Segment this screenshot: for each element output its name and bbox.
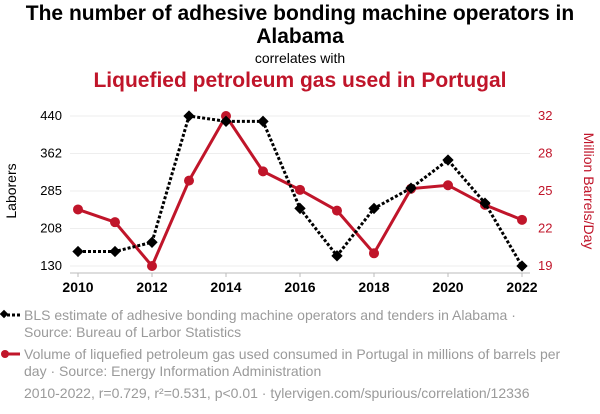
data-point-operators — [183, 110, 195, 122]
x-tick-label: 2018 — [358, 279, 389, 295]
y-tick-right: 19 — [538, 258, 552, 273]
legend-label-2: Volume of liquefied petroleum gas used c… — [24, 346, 561, 379]
data-point-operators — [72, 245, 84, 258]
data-point-operators — [331, 250, 343, 262]
data-point-lpg — [332, 205, 342, 216]
y-tick-right: 25 — [538, 183, 552, 198]
x-tick-label: 2014 — [210, 279, 241, 295]
y-axis-label-right: Million Barrels/Day — [581, 133, 597, 250]
x-tick-label: 2022 — [506, 279, 537, 295]
data-point-lpg — [369, 248, 379, 259]
chart-title-2: Liquefied petroleum gas used in Portugal — [93, 69, 507, 92]
chart-plot: 130 208 285 362 440 19 22 25 28 32 2010 2012 2014 201… — [3, 108, 597, 295]
data-point-lpg — [147, 261, 157, 271]
data-point-lpg — [184, 175, 194, 186]
data-point-operators — [479, 197, 491, 209]
x-tick-label: 2010 — [62, 279, 93, 295]
y-tick-left: 130 — [40, 258, 62, 273]
x-tick-label: 2016 — [284, 279, 315, 295]
data-point-operators — [109, 245, 121, 258]
y-tick-left: 208 — [40, 221, 62, 236]
x-tick-label: 2020 — [432, 279, 463, 295]
data-point-operators — [368, 202, 380, 215]
data-point-lpg — [110, 217, 120, 228]
legend-item-2: Volume of liquefied petroleum gas used c… — [24, 346, 564, 380]
data-point-lpg — [443, 180, 453, 191]
footer: 2010-2022, r=0.729, r²=0.531, p<0.01 · t… — [24, 385, 530, 401]
data-point-operators — [405, 182, 417, 194]
data-point-operators — [146, 236, 158, 248]
y-tick-right: 32 — [538, 108, 552, 123]
y-tick-right: 22 — [538, 221, 552, 236]
y-tick-right: 28 — [538, 146, 552, 161]
data-point-operators — [516, 260, 528, 272]
data-point-operators — [442, 154, 454, 166]
data-point-lpg — [258, 166, 268, 177]
y-tick-left: 440 — [40, 108, 62, 123]
data-point-operators — [294, 202, 306, 215]
legend-diamond-icon — [0, 309, 9, 319]
chart-title: The number of adhesive bonding machine o… — [25, 2, 575, 48]
data-point-operators — [257, 115, 269, 127]
correlates-label: correlates with — [254, 50, 346, 66]
data-point-lpg — [517, 214, 527, 225]
data-point-lpg — [295, 184, 305, 195]
legend-circle-icon — [1, 350, 9, 358]
y-tick-left: 362 — [40, 146, 62, 161]
legend-label-1: BLS estimate of adhesive bonding machine… — [24, 307, 516, 340]
y-tick-left: 285 — [40, 183, 62, 198]
data-point-lpg — [73, 204, 83, 215]
y-axis-label-left: Laborers — [3, 163, 19, 218]
x-tick-label: 2012 — [136, 279, 167, 295]
legend-item-1: BLS estimate of adhesive bonding machine… — [24, 307, 564, 341]
